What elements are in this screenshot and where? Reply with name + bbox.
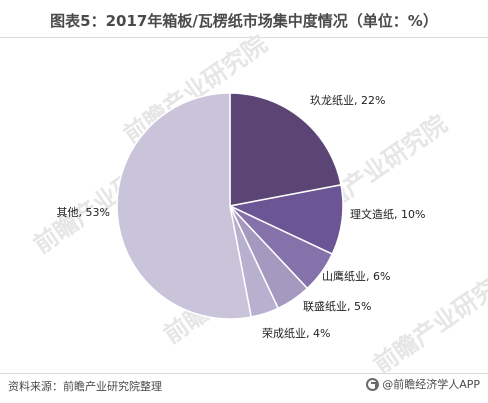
brand-logo-icon [366,377,380,391]
slice-label-2: 理文造纸, 10% [350,207,425,221]
slice-label-4: 联盛纸业, 5% [303,299,371,313]
pie-slice-2 [227,183,344,256]
brand-text: @前瞻经济学人APP [382,378,480,391]
brand-credit: @前瞻经济学人APP [366,376,480,392]
slice-label-5: 荣成纸业, 4% [262,327,330,340]
title-divider [0,37,488,38]
slice-label-1: 玖龙纸业, 22% [310,94,385,107]
slice-label-3: 山鹰纸业, 6% [322,269,390,283]
chart-title: 图表5：2017年箱板/瓦楞纸市场集中度情况（单位：%） [50,12,438,30]
pie-slice-1 [229,92,342,207]
pie-slice-6 [116,92,253,320]
source-note: 资料来源：前瞻产业研究院整理 [8,380,162,393]
footer-divider [0,373,488,374]
slice-label-6: 其他, 53% [57,206,110,219]
